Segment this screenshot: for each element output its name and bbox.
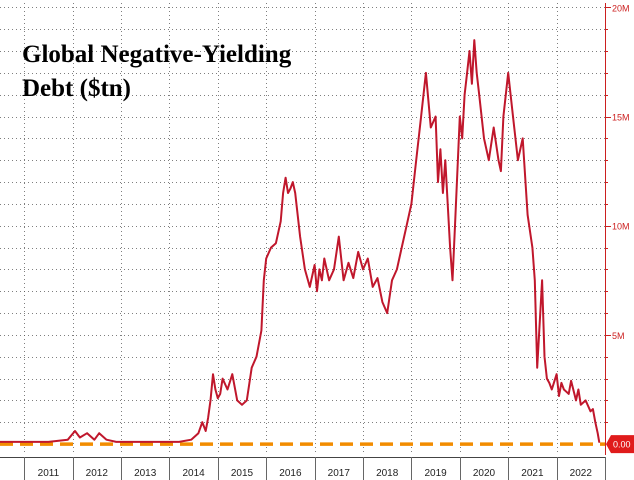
y-tick-label: 20M	[612, 3, 630, 13]
y-tick-label: 5M	[612, 331, 625, 341]
x-tick-label: 2017	[328, 468, 351, 479]
chart-title-line-2: Debt ($tn)	[22, 75, 132, 102]
x-tick-label: 2015	[231, 468, 254, 479]
x-tick-label: 2022	[570, 468, 593, 479]
y-tick-label: 10M	[612, 222, 630, 232]
x-tick-label: 2018	[376, 468, 399, 479]
x-tick-label: 2012	[86, 468, 109, 479]
x-tick-label: 2019	[424, 468, 447, 479]
last-value-label: 0.00	[613, 440, 631, 450]
last-value-badge	[606, 435, 634, 454]
y-tick-label: 15M	[612, 113, 630, 123]
x-tick-label: 2016	[279, 468, 302, 479]
x-tick-label: 2020	[473, 468, 496, 479]
x-tick-label: 2021	[521, 468, 544, 479]
x-tick-label: 2011	[38, 468, 60, 479]
chart-title: Global Negative-Yielding Debt ($tn)	[22, 38, 291, 106]
x-tick-label: 2013	[134, 468, 157, 479]
x-tick-label: 2014	[182, 468, 205, 479]
series-line-negative-yielding-debt	[0, 39, 601, 443]
chart-title-line-1: Global Negative-Yielding	[22, 41, 292, 68]
